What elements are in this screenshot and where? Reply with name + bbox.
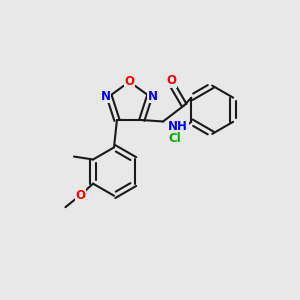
Text: O: O (124, 75, 134, 88)
Text: O: O (167, 74, 177, 87)
Text: N: N (101, 90, 111, 103)
Text: O: O (75, 189, 85, 202)
Text: Cl: Cl (169, 132, 182, 145)
Text: NH: NH (168, 120, 188, 133)
Text: N: N (148, 90, 158, 103)
